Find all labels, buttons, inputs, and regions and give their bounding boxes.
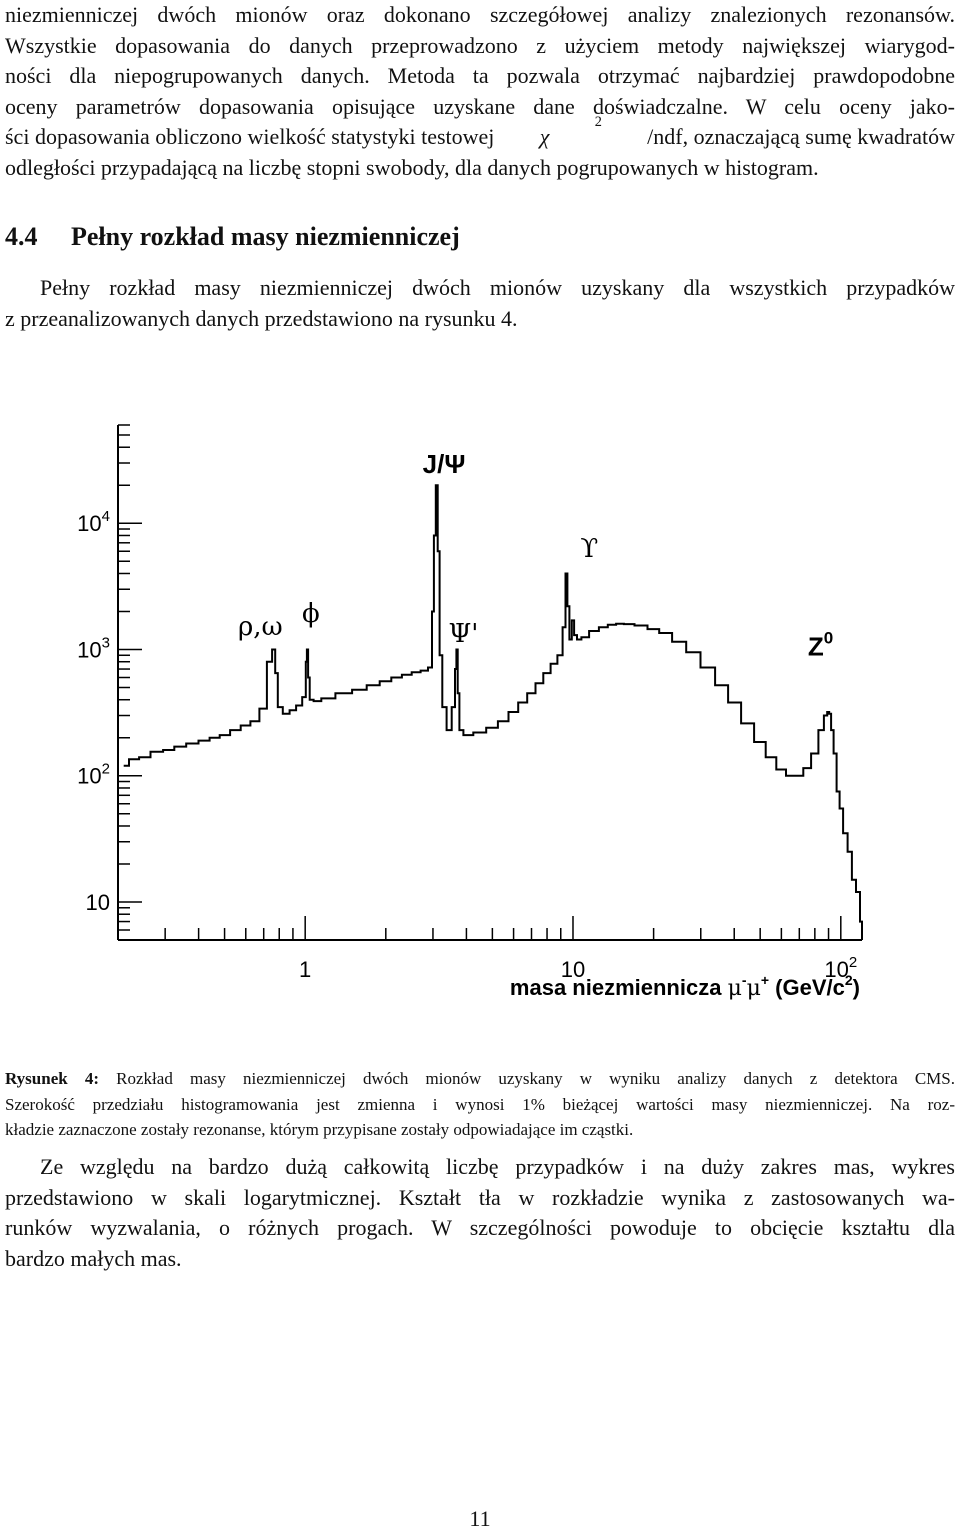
section-heading: 4.4 Pełny rozkład masy niezmienniczej <box>5 222 460 252</box>
resonance-label-text: ϒ <box>580 534 598 564</box>
minus-sign: - <box>742 972 747 988</box>
figure-caption: Rysunek 4: Rozkład masy niezmienniczej d… <box>5 1066 955 1143</box>
text-line: niezmienniczej dwóch mionów oraz dokonan… <box>5 2 955 27</box>
section-number: 4.4 <box>5 222 38 251</box>
x-tick-label: 1 <box>299 957 311 982</box>
paragraph-top: niezmienniczej dwóch mionów oraz dokonan… <box>5 0 955 183</box>
text-line: runków wyzwalania, o różnych progach. W … <box>5 1215 955 1240</box>
y-tick-label: 10 <box>86 890 110 915</box>
text-line: przedstawiono w skali logarytmicznej. Ks… <box>5 1184 955 1210</box>
unit-close: ) <box>853 975 860 1000</box>
x-axis-label-text: masa niezmiennicza <box>510 975 728 1000</box>
y-tick-label-base: 10 <box>77 511 101 536</box>
plot-frame <box>117 425 862 941</box>
unit-exponent: 2 <box>845 972 853 988</box>
resonance-label: Z0 <box>808 628 833 661</box>
text-line-part: ści dopasowania obliczono wielkość staty… <box>5 124 495 149</box>
text-line: oceny parametrów dopasowania opisujące u… <box>5 93 955 119</box>
chi-exponent: 2 <box>594 114 602 130</box>
paragraph-bottom: Ze względu na bardzo dużą całkowitą licz… <box>5 1152 955 1274</box>
text-line-chi: ści dopasowania obliczono wielkość staty… <box>5 114 955 153</box>
y-tick-label: 103 <box>77 634 110 662</box>
unit-text: (GeV/c <box>769 975 845 1000</box>
x-tick-label-base: 1 <box>299 957 311 982</box>
caption-line: Rysunek 4: Rozkład masy niezmienniczej d… <box>5 1066 955 1092</box>
resonance-label-text: ϕ <box>302 599 320 629</box>
mu-symbol: μ <box>728 976 742 1001</box>
x-tick-label-base: 10 <box>824 957 848 982</box>
text-line: odległości przypadającą na liczbę stopni… <box>5 154 819 180</box>
page-number: 11 <box>469 1506 491 1531</box>
x-tick-label-exponent: 2 <box>849 954 857 971</box>
text-line: Wszystkie dopasowania do danych przeprow… <box>5 32 955 58</box>
text-line: z przeanalizowanych danych przedstawiono… <box>5 305 518 331</box>
y-tick-label-exponent: 2 <box>102 761 110 778</box>
resonance-label-exponent: 0 <box>824 628 833 647</box>
caption-line: Szerokość przedziału histogramowania jes… <box>5 1094 955 1114</box>
y-tick-label: 104 <box>77 508 110 536</box>
y-tick-label-base: 10 <box>86 890 110 915</box>
histogram-series <box>123 484 863 940</box>
x-axis-tick-labels: 1 10 102 <box>299 954 857 982</box>
caption-line: kładzie zaznaczone zostały rezonanse, kt… <box>5 1120 634 1139</box>
x-tick-label: 10 <box>561 957 585 982</box>
paragraph-section: Pełny rozkład masy niezmienniczej dwóch … <box>5 273 955 334</box>
y-axis-ticks <box>118 424 142 941</box>
text-line-part: /ndf, oznaczającą sumę kwadratów <box>647 124 955 149</box>
resonance-labels: ρ,ω ϕ J/Ψ Ψ' ϒ Z0 <box>238 449 833 661</box>
y-tick-label-exponent: 3 <box>102 634 110 651</box>
mu-symbol: μ <box>747 976 761 1001</box>
caption-text: Rozkład masy niezmienniczej dwóch mionów… <box>116 1069 956 1088</box>
resonance-label: ϒ <box>580 534 598 564</box>
resonance-label: ρ,ω <box>238 612 283 642</box>
text-line: bardzo małych mas. <box>5 1245 182 1271</box>
text-line: Pełny rozkład masy niezmienniczej dwóch … <box>40 275 955 300</box>
caption-prefix: Rysunek 4: <box>5 1069 100 1088</box>
resonance-label: J/Ψ <box>423 449 466 479</box>
resonance-label: Ψ' <box>448 619 478 649</box>
text-line: Ze względu na bardzo dużą całkowitą licz… <box>40 1154 955 1179</box>
x-tick-label-base: 10 <box>561 957 585 982</box>
y-tick-label-base: 10 <box>77 637 101 662</box>
y-tick-label-exponent: 4 <box>102 508 110 525</box>
section-title: Pełny rozkład masy niezmienniczej <box>71 222 460 251</box>
x-tick-label: 102 <box>824 954 857 982</box>
x-axis-ticks <box>117 916 842 940</box>
plus-sign: + <box>761 972 769 988</box>
resonance-label: ϕ <box>302 599 320 629</box>
resonance-label-text: Ψ' <box>448 619 478 649</box>
resonance-label-text: Z <box>808 631 824 661</box>
resonance-label-text: ρ,ω <box>238 612 283 642</box>
text-line: ności dla niepogrupowanych danych. Metod… <box>5 63 955 88</box>
y-tick-label: 102 <box>77 761 110 789</box>
chi-symbol: χ <box>539 124 550 149</box>
x-axis-label: masa niezmiennicza μ-μ+ (GeV/c2) <box>510 972 860 1001</box>
resonance-label-text: J/Ψ <box>423 449 466 479</box>
y-tick-label-base: 10 <box>77 764 101 789</box>
